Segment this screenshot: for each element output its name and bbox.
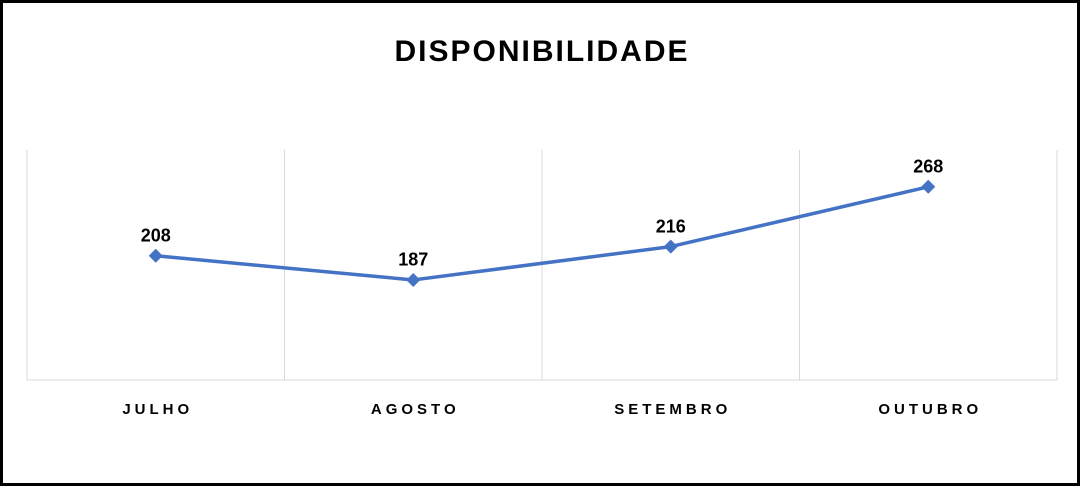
- chart-title: DISPONIBILIDADE: [394, 35, 689, 68]
- x-tick-label: OUTUBRO: [878, 401, 982, 418]
- data-marker: [921, 179, 936, 194]
- data-label: 187: [398, 250, 428, 270]
- data-marker: [663, 239, 678, 254]
- x-tick-label: AGOSTO: [371, 401, 460, 418]
- data-label: 208: [141, 226, 171, 246]
- data-label: 216: [656, 216, 686, 236]
- data-marker: [148, 248, 163, 263]
- data-marker: [406, 272, 421, 287]
- x-tick-label: SETEMBRO: [614, 401, 731, 418]
- data-label: 268: [913, 157, 943, 177]
- x-tick-label: JULHO: [122, 401, 193, 418]
- data-line: [155, 185, 929, 282]
